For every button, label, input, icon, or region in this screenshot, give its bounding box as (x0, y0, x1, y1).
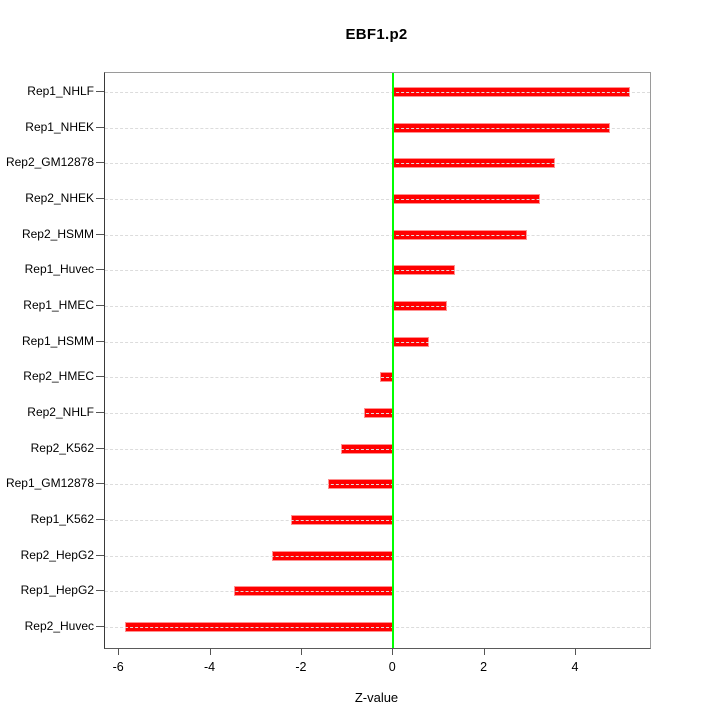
gridline (105, 377, 650, 379)
gridline (105, 198, 650, 200)
y-axis-label: Rep1_Huvec (24, 262, 94, 277)
y-axis-label: Rep2_HepG2 (20, 547, 94, 562)
y-axis-tick (96, 233, 104, 235)
y-axis-tick (96, 376, 104, 378)
gridline (105, 412, 650, 414)
y-axis-label: Rep2_NHLF (27, 404, 94, 419)
gridline (105, 270, 650, 272)
x-axis-title: Z-value (354, 690, 399, 705)
gridline (105, 92, 650, 93)
gridline (105, 484, 650, 486)
gridline (105, 305, 650, 307)
gridline (105, 591, 650, 593)
x-axis-tick-label: -6 (112, 660, 124, 674)
y-axis-label: Rep1_HepG2 (20, 583, 94, 598)
y-axis-tick (96, 340, 104, 342)
y-axis-tick (96, 483, 104, 485)
y-axis-label: Rep1_HMEC (23, 297, 94, 312)
x-axis-tick (574, 648, 576, 655)
y-axis-tick (96, 126, 104, 128)
y-axis-tick (96, 447, 104, 449)
x-axis-tick-label: 4 (571, 660, 579, 674)
y-axis-label: Rep2_HMEC (23, 369, 94, 384)
y-axis-label: Rep2_GM12878 (5, 155, 94, 170)
gridline (105, 234, 650, 236)
y-axis-label: Rep2_K562 (30, 440, 94, 455)
y-axis-label: Rep2_NHEK (25, 190, 94, 205)
y-axis-label: Rep1_NHEK (25, 119, 94, 134)
x-axis-tick (118, 648, 120, 655)
y-axis-tick (96, 411, 104, 413)
y-axis-tick (96, 91, 104, 92)
plot-area (104, 72, 651, 649)
y-axis-tick (96, 554, 104, 556)
y-axis-tick (96, 590, 104, 592)
x-axis-tick (483, 648, 485, 655)
gridline (105, 448, 650, 450)
y-axis-label: Rep1_K562 (30, 511, 94, 526)
y-axis-label: Rep1_NHLF (27, 84, 94, 98)
x-axis-tick-label: 2 (480, 660, 488, 674)
x-axis-tick-label: 0 (388, 660, 396, 674)
y-axis-tick (96, 304, 104, 306)
gridline (105, 555, 650, 557)
x-axis-tick (300, 648, 302, 655)
x-axis-tick (209, 648, 211, 655)
gridline (105, 163, 650, 165)
y-axis-tick (96, 518, 104, 520)
y-axis-tick (96, 269, 104, 271)
y-axis-label: Rep2_Huvec (24, 618, 94, 633)
x-axis-tick-label: -4 (203, 660, 216, 674)
y-axis-tick (96, 625, 104, 627)
y-axis-tick (96, 197, 104, 199)
zero-line (392, 73, 395, 648)
x-axis-tick-label: -2 (295, 660, 307, 674)
chart-title: EBF1.p2 (345, 26, 408, 43)
gridline (105, 341, 650, 343)
y-axis-label: Rep1_GM12878 (5, 476, 94, 491)
y-axis-label: Rep2_HSMM (21, 226, 94, 241)
y-axis-label: Rep1_HSMM (21, 333, 94, 348)
gridline (105, 519, 650, 521)
y-axis-tick (96, 162, 104, 164)
gridline (105, 127, 650, 129)
x-axis-tick (392, 648, 394, 655)
gridline (105, 626, 650, 628)
